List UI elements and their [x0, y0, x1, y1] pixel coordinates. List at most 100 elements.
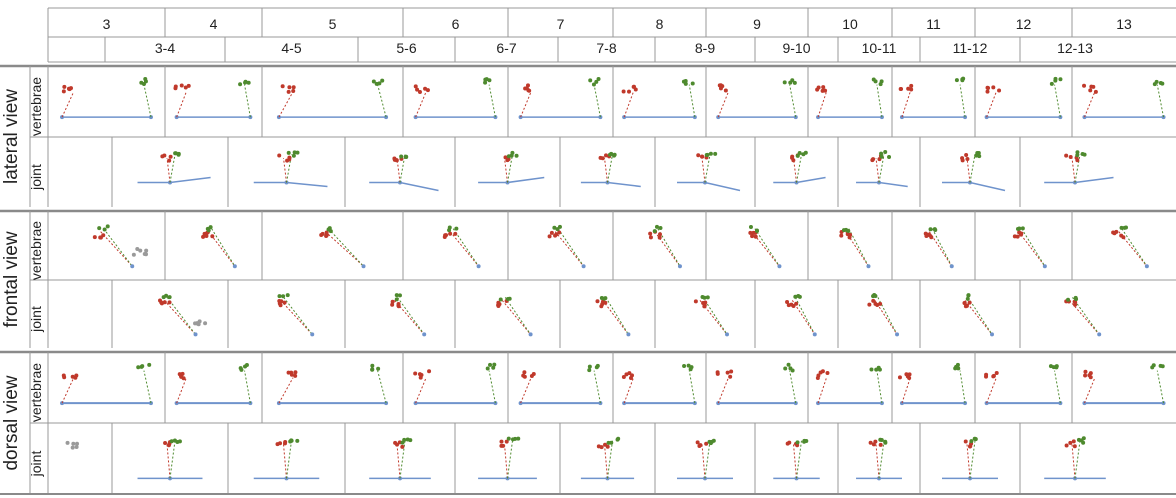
green-marker [395, 297, 399, 301]
red-marker-link [450, 232, 478, 267]
vertebra-number-label: 11 [926, 16, 941, 32]
green-marker [177, 153, 181, 157]
red-marker [986, 86, 990, 90]
green-marker-link [970, 155, 975, 183]
red-marker [521, 374, 525, 378]
red-marker [624, 372, 628, 376]
green-marker [883, 441, 887, 445]
red-marker [187, 84, 191, 88]
red-marker [501, 444, 505, 448]
red-marker [1083, 373, 1087, 377]
vertebra-number-label: 13 [1116, 16, 1132, 32]
green-marker [292, 154, 296, 158]
green-marker [783, 80, 787, 84]
red-marker [1089, 371, 1093, 375]
red-marker [1064, 154, 1068, 158]
green-marker [653, 229, 657, 233]
green-marker [295, 439, 299, 443]
frontal-endpoint [130, 264, 134, 268]
red-marker-link [967, 158, 970, 183]
grey-marker [71, 446, 75, 450]
row-label-joint: joint [28, 164, 44, 191]
vertebra-number-label: 8 [656, 16, 664, 32]
red-marker [291, 89, 295, 93]
green-marker-link [558, 229, 583, 267]
red-marker-link [794, 444, 797, 478]
green-marker [842, 228, 846, 232]
red-marker-link [397, 444, 400, 478]
green-marker [1021, 226, 1025, 230]
red-marker-link [718, 378, 728, 403]
red-marker [909, 87, 913, 91]
red-marker [873, 440, 877, 444]
red-marker [928, 233, 932, 237]
red-marker [418, 372, 422, 376]
red-marker [443, 235, 447, 239]
red-marker [159, 300, 163, 304]
green-marker [874, 79, 878, 83]
red-marker-link [1072, 158, 1075, 183]
red-marker [696, 153, 700, 157]
red-marker-link [416, 378, 427, 403]
green-marker [162, 295, 166, 299]
joint-axis-line [705, 183, 740, 191]
red-marker [694, 299, 698, 303]
red-marker [648, 232, 652, 236]
red-marker [550, 231, 554, 235]
vertebra-number-label: 10 [842, 16, 858, 32]
green-marker [515, 154, 519, 158]
green-marker [755, 229, 759, 233]
red-marker [906, 374, 910, 378]
green-marker [370, 364, 374, 368]
red-marker [453, 232, 457, 236]
green-marker [454, 227, 458, 231]
green-marker [1066, 298, 1070, 302]
joint-axis-line [287, 183, 328, 187]
green-marker [1074, 297, 1078, 301]
red-marker [448, 232, 452, 236]
joint-pair-label: 5-6 [396, 40, 416, 56]
joint-pair-label: 6-7 [496, 40, 516, 56]
green-marker [327, 228, 331, 232]
red-marker-link [284, 444, 287, 478]
frontal-endpoint [990, 332, 994, 336]
green-marker [243, 81, 247, 85]
green-marker [1082, 436, 1086, 440]
red-marker [169, 155, 173, 159]
green-marker-link [505, 297, 530, 334]
grey-marker [135, 247, 139, 251]
red-marker-link [902, 378, 910, 403]
green-marker [207, 228, 211, 232]
red-marker-link [177, 92, 187, 117]
grey-marker [144, 249, 148, 253]
green-marker-link [1022, 229, 1045, 267]
green-marker [1081, 152, 1085, 156]
red-marker [964, 439, 968, 443]
red-marker [724, 89, 728, 93]
green-marker [286, 293, 290, 297]
green-marker [973, 437, 977, 441]
red-marker [748, 231, 752, 235]
joint-pair-label: 7-8 [596, 40, 616, 56]
red-marker [825, 371, 829, 375]
red-marker [1069, 155, 1073, 159]
row-label-vertebrae: vertebrae [28, 363, 44, 422]
green-marker [1075, 153, 1079, 157]
green-marker [804, 151, 808, 155]
green-marker [793, 81, 797, 85]
green-marker-link [212, 229, 235, 267]
green-marker [690, 365, 694, 369]
red-marker [390, 303, 394, 307]
frontal-endpoint [950, 264, 954, 268]
green-marker [588, 78, 592, 82]
red-marker-link [416, 92, 427, 117]
joint-pair-label: 8-9 [695, 40, 715, 56]
red-marker [181, 372, 185, 376]
red-marker [167, 159, 171, 163]
green-marker [880, 155, 884, 159]
joint-pair-label: 3-4 [155, 40, 175, 56]
green-marker [879, 82, 883, 86]
green-marker [1120, 226, 1124, 230]
frontal-endpoint [813, 332, 817, 336]
green-marker-link [608, 155, 613, 183]
